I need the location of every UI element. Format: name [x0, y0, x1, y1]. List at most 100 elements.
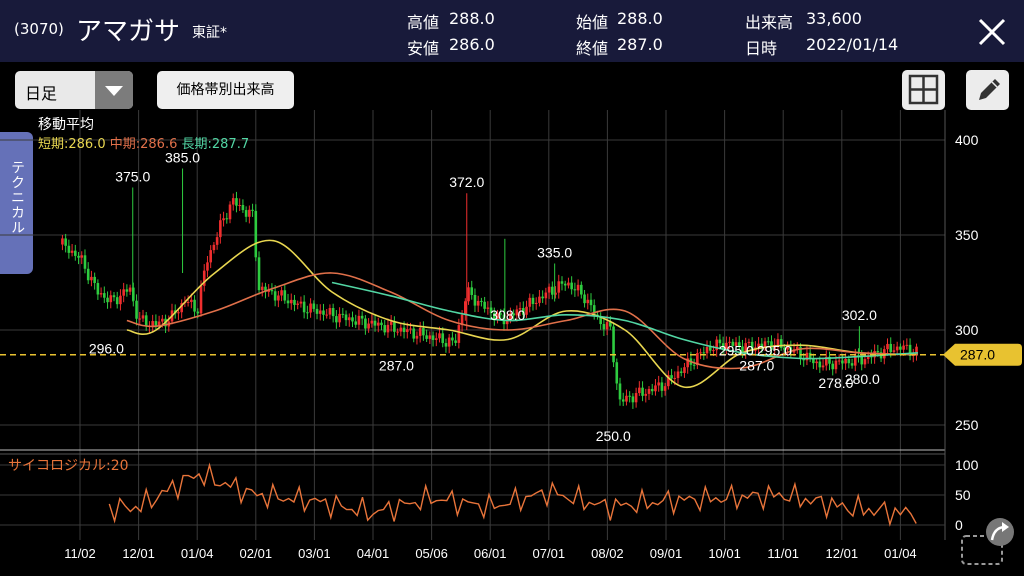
- candle-body: [663, 386, 667, 391]
- volume-label: 出来高: [745, 13, 794, 32]
- exchange-label: 東証*: [192, 25, 227, 41]
- candle-body: [866, 355, 870, 360]
- candle-body: [312, 303, 316, 309]
- candle-body: [463, 301, 467, 315]
- candle-body: [605, 322, 609, 330]
- candle-body: [618, 383, 622, 400]
- price-annotation: 335.0: [537, 245, 572, 261]
- x-tick-label: 10/01: [708, 546, 741, 561]
- last-price-tag: [943, 343, 1022, 366]
- candle-body: [476, 300, 480, 306]
- date-value: 2022/01/14: [806, 35, 899, 54]
- candle-body: [499, 313, 503, 315]
- high-value: 288.0: [449, 9, 495, 28]
- candle-body: [905, 344, 909, 346]
- candle-body: [902, 345, 905, 350]
- candle-body: [322, 310, 325, 315]
- ma-short-label: 短期:: [38, 137, 69, 152]
- candle-body: [708, 347, 712, 351]
- stock-code: (3070): [14, 20, 64, 38]
- candle-body: [251, 209, 254, 211]
- candle-body: [99, 293, 103, 295]
- technical-tab[interactable]: テクニカル: [0, 132, 33, 274]
- candle-body: [779, 339, 783, 348]
- candle-body: [389, 321, 393, 325]
- candle-body: [621, 399, 625, 402]
- ma-short-line: [126, 239, 919, 388]
- candle-body: [741, 346, 744, 353]
- candle-body: [676, 371, 680, 378]
- volume-by-price-button[interactable]: 価格帯別出来高: [157, 71, 294, 109]
- candle-body: [725, 342, 728, 350]
- candle-body: [515, 309, 519, 316]
- candle-body: [915, 346, 918, 355]
- price-annotation: 287.0: [379, 358, 414, 374]
- candle-body: [196, 311, 200, 314]
- candle-body: [731, 341, 735, 346]
- candle-body: [328, 308, 332, 315]
- candle-body: [202, 270, 206, 286]
- candle-body: [789, 347, 793, 353]
- candle-body: [589, 299, 593, 306]
- price-annotation: 308.0: [490, 307, 525, 323]
- candle-body: [228, 204, 232, 220]
- candle-body: [486, 307, 490, 309]
- candle-body: [402, 327, 406, 333]
- x-tick-label: 12/01: [826, 546, 859, 561]
- x-tick-label: 06/01: [474, 546, 507, 561]
- candle-body: [364, 318, 367, 329]
- candle-body: [132, 287, 135, 301]
- candle-body: [560, 281, 564, 284]
- grid-icon: [908, 74, 939, 105]
- candle-body: [525, 306, 528, 315]
- layout-grid-button[interactable]: [902, 70, 945, 110]
- candle-body: [795, 346, 799, 350]
- date-label: 日時: [745, 39, 778, 58]
- candle-body: [847, 358, 851, 364]
- price-annotation: 302.0: [842, 307, 877, 323]
- price-annotation: 278.0: [818, 375, 853, 391]
- close-button[interactable]: [972, 12, 1012, 52]
- expand-button[interactable]: [958, 514, 1016, 568]
- candle-body: [821, 365, 825, 368]
- candle-body: [683, 367, 686, 373]
- period-select[interactable]: 日足: [15, 71, 133, 109]
- candle-body: [505, 319, 509, 325]
- stock-chart[interactable]: 11/02 12/01 01/04 02/01 03/01 04/01 05/06 06/01…: [0, 110, 1024, 576]
- x-tick-label: 12/01: [122, 546, 155, 561]
- candle-body: [438, 333, 441, 339]
- price-annotation: 295.0: [719, 343, 754, 359]
- candle-body: [380, 322, 383, 326]
- candle-body: [154, 321, 158, 326]
- candle-body: [496, 313, 499, 321]
- candle-body: [273, 291, 277, 301]
- candle-body: [128, 287, 132, 292]
- candle-body: [544, 292, 548, 299]
- candle-body: [667, 375, 670, 387]
- candle-body: [615, 362, 619, 384]
- candle-body: [480, 300, 483, 302]
- candle-body: [360, 315, 364, 319]
- candle-body: [592, 305, 596, 315]
- candle-body: [157, 321, 161, 326]
- candle-body: [489, 307, 493, 314]
- close-value: 287.0: [617, 35, 663, 54]
- candle-body: [215, 237, 219, 245]
- draw-button[interactable]: [966, 70, 1009, 110]
- candle-body: [670, 375, 673, 379]
- candle-body: [567, 282, 570, 286]
- candle-body: [90, 276, 93, 281]
- candle-body: [586, 299, 590, 304]
- price-annotation: 287.0: [739, 358, 774, 374]
- candle-body: [863, 359, 867, 365]
- candle-body: [470, 287, 474, 295]
- candle-body: [399, 327, 403, 332]
- candle-body: [260, 286, 264, 291]
- candle-body: [895, 346, 899, 351]
- low-value: 286.0: [449, 35, 495, 54]
- candle-body: [696, 353, 699, 366]
- candle-body: [805, 352, 809, 361]
- candle-body: [238, 205, 241, 207]
- x-tick-label: 04/01: [357, 546, 390, 561]
- candle-body: [750, 341, 754, 351]
